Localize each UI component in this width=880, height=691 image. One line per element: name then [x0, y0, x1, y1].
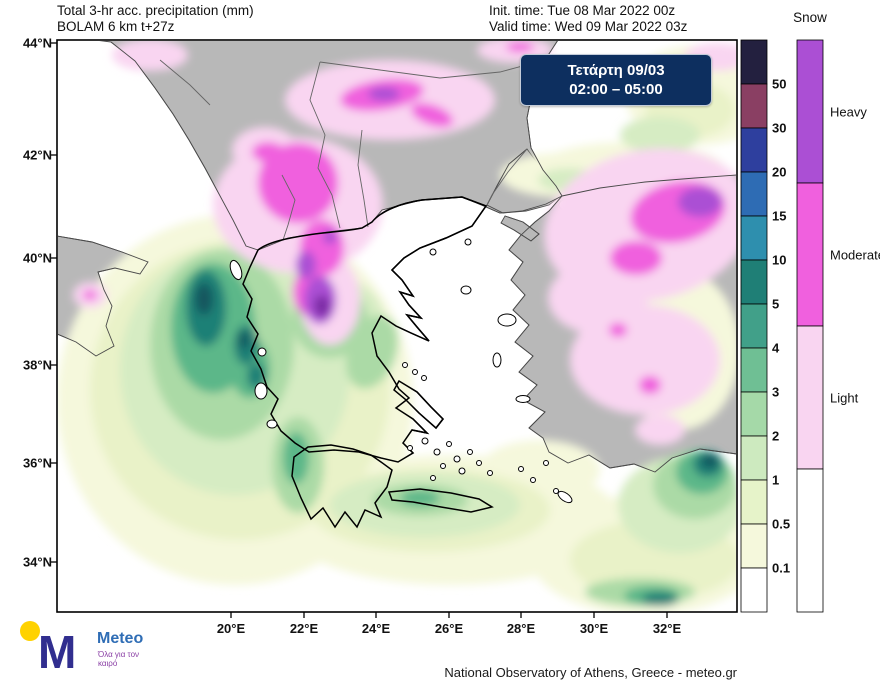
snow-colorbar-segment — [796, 182, 824, 327]
greece-outline-overlay — [242, 196, 494, 529]
precip-scale-value: 30 — [772, 120, 787, 136]
precip-colorbar — [740, 39, 768, 613]
map-title: Total 3-hr acc. precipitation (mm) — [57, 3, 254, 18]
axis-ticks — [51, 42, 668, 618]
precip-scale-value: 2 — [772, 428, 780, 444]
snow-colorbar-segment — [796, 468, 824, 613]
precip-scale-value: 1 — [772, 472, 780, 488]
precip-scale-value: 5 — [772, 296, 780, 312]
date-time-badge: Τετάρτη 09/03 02:00 – 05:00 — [520, 54, 712, 106]
precip-scale-value: 20 — [772, 164, 787, 180]
badge-time-range: 02:00 – 05:00 — [569, 81, 663, 98]
lon-label: 30°E — [579, 621, 609, 636]
snow-scale-title: Snow — [793, 10, 827, 25]
precip-colorbar-segment — [740, 347, 768, 393]
lon-label: 32°E — [652, 621, 682, 636]
precip-colorbar-segment — [740, 215, 768, 261]
lon-label: 20°E — [216, 621, 246, 636]
snow-level-label: Light — [830, 390, 859, 406]
precip-scale-value: 15 — [772, 208, 787, 224]
precip-colorbar-segment — [740, 171, 768, 217]
logo-dot-icon — [20, 621, 40, 641]
lat-label: 36°N — [22, 455, 52, 471]
snow-colorbar-segment — [796, 325, 824, 470]
logo-tagline: Όλα για τον καιρό — [98, 650, 140, 668]
precip-scale-value: 3 — [772, 384, 780, 400]
snow-level-label: Heavy — [830, 104, 867, 120]
lon-label: 22°E — [289, 621, 319, 636]
lon-label: 26°E — [434, 621, 464, 636]
snow-colorbar-segment — [796, 39, 824, 184]
precip-colorbar-segment — [740, 435, 768, 481]
logo-wordmark: Meteo — [97, 630, 144, 647]
precip-scale-value: 10 — [772, 252, 787, 268]
lat-label: 38°N — [22, 357, 52, 373]
lat-label: 40°N — [22, 250, 52, 266]
snow-level-label: Moderate — [830, 247, 880, 263]
precip-colorbar-segment — [740, 391, 768, 437]
snow-colorbar — [796, 39, 824, 613]
lat-label: 44°N — [22, 35, 52, 51]
init-time: Init. time: Tue 08 Mar 2022 00z — [489, 3, 676, 18]
precip-scale-value: 50 — [772, 76, 787, 92]
lat-label: 42°N — [22, 147, 52, 163]
meteo-logo-mark: M — [20, 621, 76, 678]
precipitation-layer — [58, 41, 736, 611]
precip-colorbar-segment — [740, 127, 768, 173]
model-label: BOLAM 6 km t+27z — [57, 19, 175, 34]
greek-islands — [229, 238, 573, 504]
badge-day: Τετάρτη 09/03 — [567, 62, 665, 79]
map-frame — [51, 39, 738, 618]
lon-label: 28°E — [506, 621, 536, 636]
precip-scale-value: 0.1 — [772, 560, 791, 576]
attribution-text: National Observatory of Athens, Greece -… — [444, 665, 737, 680]
lat-label: 34°N — [22, 554, 52, 570]
coastlines-overlay — [58, 41, 736, 529]
precip-colorbar-segment — [740, 83, 768, 129]
precip-colorbar-segment — [740, 567, 768, 613]
precip-colorbar-segment — [740, 39, 768, 85]
logo-m-icon: M — [38, 626, 76, 678]
valid-time: Valid time: Wed 09 Mar 2022 03z — [489, 19, 688, 34]
precip-colorbar-segment — [740, 523, 768, 569]
precip-scale-value: 4 — [772, 340, 780, 356]
precip-colorbar-segment — [740, 479, 768, 525]
precip-colorbar-segment — [740, 303, 768, 349]
lon-label: 24°E — [361, 621, 391, 636]
precip-colorbar-segment — [740, 259, 768, 305]
country-borders — [159, 59, 546, 241]
precip-scale-value: 0.5 — [772, 516, 791, 532]
